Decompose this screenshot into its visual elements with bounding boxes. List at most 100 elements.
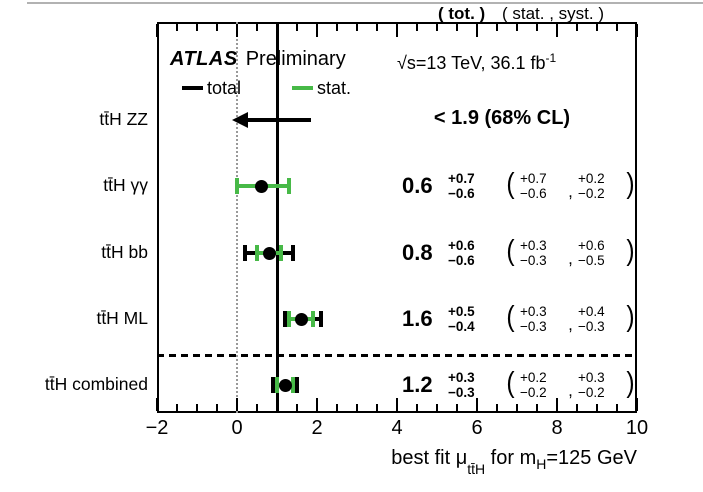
x-title-post: =125 GeV <box>546 447 637 469</box>
x-tick-top <box>616 24 618 31</box>
total-error-cap-high <box>295 377 299 393</box>
x-tick-top <box>576 24 578 31</box>
x-tick-bottom <box>436 404 438 411</box>
x-tick-top <box>276 24 278 31</box>
close-paren: ) <box>626 168 635 200</box>
total-uncertainty: +0.7 −0.6 <box>448 171 475 201</box>
data-point-marker <box>294 312 308 326</box>
syst-uncertainty: +0.3 −0.2 <box>578 370 605 400</box>
x-tick-top <box>356 24 358 31</box>
total-error-cap-high <box>319 311 323 327</box>
x-tick-bottom <box>296 404 298 411</box>
total-uncertainty: +0.3 −0.3 <box>448 370 475 400</box>
x-tick-bottom <box>636 398 638 411</box>
x-tick-top <box>556 24 558 37</box>
stat-uncertainty: +0.3 −0.3 <box>520 238 547 268</box>
mu-one-reference-line <box>275 22 279 413</box>
upper-limit-arrow <box>246 118 311 122</box>
x-title-pre: best fit <box>391 447 456 469</box>
stat-syst-comma: , <box>568 381 573 400</box>
value-text: 1.6 +0.5 −0.4 (+0.3 −0.3, +0.4 −0.3) <box>402 297 642 341</box>
x-tick-top <box>196 24 198 31</box>
x-title-mu-subscript: tt̄H <box>467 461 486 477</box>
error-format-total-label: ( tot. ) <box>438 4 486 23</box>
x-tick-bottom <box>556 398 558 411</box>
zero-reference-line <box>236 22 238 413</box>
x-tick-bottom <box>396 398 398 411</box>
row-label: tt̄H ZZ <box>99 109 148 129</box>
lumi-text: √s=13 TeV, 36.1 fb <box>397 53 546 73</box>
close-paren: ) <box>626 235 635 267</box>
x-tick-bottom <box>196 404 198 411</box>
close-paren: ) <box>626 301 635 333</box>
x-tick-top <box>376 24 378 31</box>
preliminary-label: Preliminary <box>245 48 346 70</box>
x-tick-bottom <box>536 404 538 411</box>
x-tick-top <box>396 24 398 37</box>
x-tick-label: 0 <box>231 417 243 439</box>
x-tick-label: 6 <box>471 417 483 439</box>
x-tick-top <box>216 24 218 31</box>
x-axis-title: best fit μtt̄H for mH=125 GeV <box>391 447 637 477</box>
x-tick-top <box>516 24 518 31</box>
x-tick-top <box>176 24 178 31</box>
total-error-cap-low <box>271 377 275 393</box>
x-tick-bottom <box>276 404 278 411</box>
x-tick-top <box>416 24 418 31</box>
upper-limit-arrowhead <box>232 112 248 128</box>
x-tick-top <box>536 24 538 31</box>
x-title-m-subscript: H <box>536 456 547 472</box>
data-point-marker <box>278 378 292 392</box>
data-point-marker <box>262 246 276 260</box>
stat-syst-comma: , <box>568 249 573 268</box>
stat-line-swatch <box>292 86 313 90</box>
x-tick-bottom <box>496 404 498 411</box>
x-tick-bottom <box>176 404 178 411</box>
best-fit-value: 1.6 <box>402 306 433 331</box>
stat-error-cap-high <box>287 178 291 194</box>
total-line-swatch <box>182 86 203 90</box>
open-paren: ( <box>506 367 515 399</box>
row-label: tt̄H γγ <box>103 175 148 195</box>
legend-total-label: total <box>207 78 242 98</box>
stat-error-cap-low <box>275 377 279 393</box>
x-tick-label: −2 <box>145 417 169 439</box>
stat-error-cap-high <box>311 311 315 327</box>
stat-error-cap-low <box>255 245 259 261</box>
x-tick-top <box>296 24 298 31</box>
row-label: tt̄H bb <box>101 242 148 262</box>
x-tick-top <box>636 24 638 37</box>
syst-uncertainty: +0.6 −0.5 <box>578 238 605 268</box>
x-tick-bottom <box>416 404 418 411</box>
x-tick-bottom <box>336 404 338 411</box>
stat-uncertainty: +0.2 −0.2 <box>520 370 547 400</box>
x-tick-label: 8 <box>551 417 563 439</box>
best-fit-value: 1.2 <box>402 372 433 397</box>
x-tick-label: 4 <box>391 417 403 439</box>
x-tick-bottom <box>476 398 478 411</box>
x-tick-bottom <box>376 404 378 411</box>
total-error-cap-low <box>243 245 247 261</box>
x-tick-bottom <box>596 404 598 411</box>
syst-uncertainty: +0.4 −0.3 <box>578 304 605 334</box>
stat-syst-comma: , <box>568 182 573 201</box>
stat-error-cap-high <box>291 377 295 393</box>
x-tick-bottom <box>236 398 238 411</box>
x-tick-top <box>316 24 318 37</box>
legend-stat-label: stat. <box>317 78 352 98</box>
x-tick-label: 2 <box>311 417 323 439</box>
x-tick-top <box>436 24 438 31</box>
x-tick-top <box>456 24 458 31</box>
x-tick-bottom <box>256 404 258 411</box>
x-tick-bottom <box>356 404 358 411</box>
x-tick-top <box>496 24 498 31</box>
stat-uncertainty: +0.3 −0.3 <box>520 304 547 334</box>
syst-uncertainty: +0.2 −0.2 <box>578 171 605 201</box>
x-tick-top <box>476 24 478 37</box>
stat-error-cap-low <box>235 178 239 194</box>
total-error-cap-high <box>291 245 295 261</box>
row-label: tt̄H combined <box>44 374 148 394</box>
data-point-marker <box>254 179 268 193</box>
x-tick-bottom <box>516 404 518 411</box>
